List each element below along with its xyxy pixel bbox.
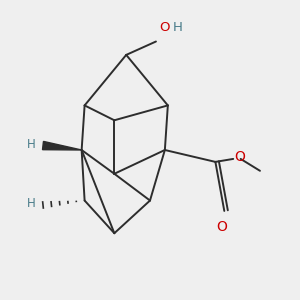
- Text: H: H: [172, 21, 182, 34]
- Text: H: H: [27, 197, 36, 210]
- Polygon shape: [43, 141, 82, 150]
- Text: H: H: [27, 138, 36, 151]
- Text: O: O: [159, 21, 169, 34]
- Text: O: O: [235, 149, 246, 164]
- Text: O: O: [216, 220, 227, 234]
